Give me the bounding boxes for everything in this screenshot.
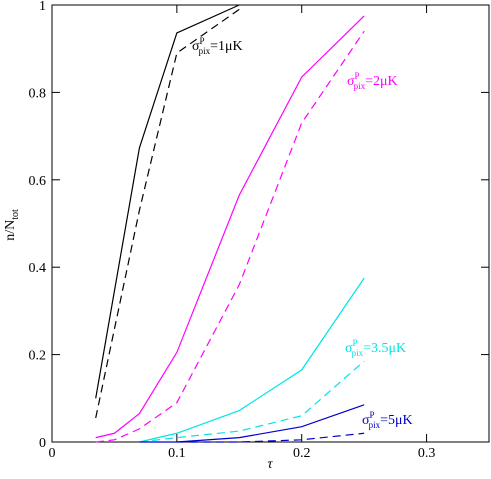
y-tick-label: 0.6 bbox=[29, 174, 47, 189]
x-tick-label: 0.3 bbox=[418, 446, 436, 461]
annotation-sup: P bbox=[353, 338, 358, 348]
series-line bbox=[139, 404, 365, 443]
annotation-sub: pix bbox=[369, 420, 381, 430]
x-tick-label: 0.2 bbox=[293, 446, 311, 461]
annotation-sup: P bbox=[370, 410, 375, 420]
annotation-sup: P bbox=[355, 71, 360, 81]
series-line bbox=[139, 277, 365, 443]
y-axis-label-main: n/N bbox=[3, 220, 18, 241]
x-tick-label: 0.1 bbox=[168, 446, 186, 461]
annotation-text: =1μK bbox=[210, 39, 243, 54]
x-tick-label: 0 bbox=[49, 446, 56, 461]
annotation: σP pix=3.5μK bbox=[345, 338, 406, 358]
y-axis-label: n/Ntot bbox=[3, 209, 21, 241]
series-line bbox=[95, 8, 240, 419]
annotation: σP pix=2μK bbox=[347, 71, 398, 91]
annotation-text: =5μK bbox=[380, 413, 413, 428]
series-line bbox=[95, 4, 240, 399]
x-axis-label: τ bbox=[267, 457, 273, 472]
annotation-sub: pix bbox=[352, 348, 364, 358]
annotation-sub: pix bbox=[199, 46, 211, 56]
y-tick-label: 0.2 bbox=[29, 349, 47, 364]
annotation-sub: pix bbox=[354, 81, 366, 91]
annotation-sup: P bbox=[200, 36, 205, 46]
annotation-text: =2μK bbox=[365, 74, 398, 89]
annotation-symbol: σ bbox=[345, 341, 353, 356]
series-line bbox=[139, 360, 365, 443]
y-tick-label: 0.4 bbox=[29, 261, 47, 276]
plot-frame bbox=[51, 4, 490, 443]
y-axis-label-sub: tot bbox=[10, 209, 21, 220]
annotation: σP pix=5μK bbox=[362, 410, 413, 430]
series-line bbox=[95, 30, 365, 443]
y-tick-label: 0 bbox=[39, 436, 46, 451]
y-tick-label: 0.8 bbox=[29, 86, 47, 101]
annotation-text: =3.5μK bbox=[363, 341, 406, 356]
series-line bbox=[176, 432, 365, 443]
annotation-symbol: σ bbox=[347, 74, 355, 89]
y-tick-label: 1 bbox=[39, 0, 46, 14]
annotation-symbol: σ bbox=[192, 39, 200, 54]
annotation: σP pix=1μK bbox=[192, 36, 243, 56]
series-line bbox=[95, 15, 365, 439]
annotation-symbol: σ bbox=[362, 413, 370, 428]
